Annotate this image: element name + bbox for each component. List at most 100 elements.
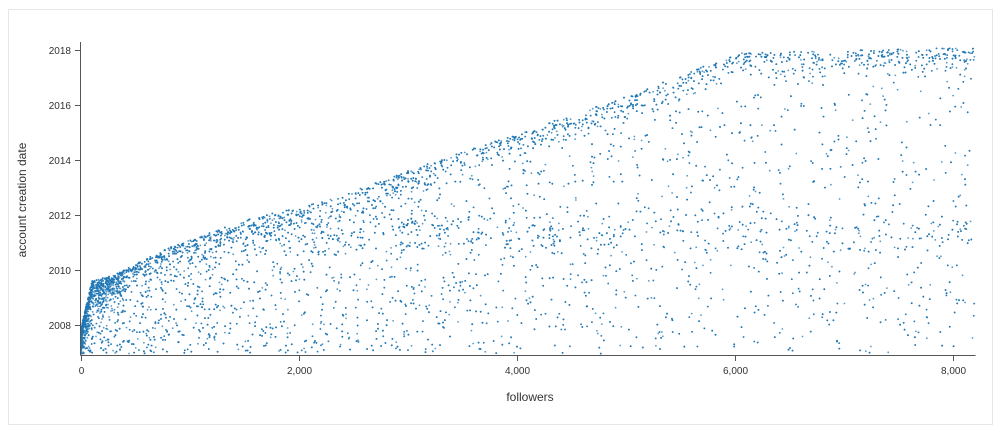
data-point bbox=[888, 53, 891, 56]
data-point bbox=[737, 60, 740, 63]
data-point bbox=[308, 210, 311, 213]
data-point bbox=[160, 263, 162, 265]
data-point bbox=[300, 219, 303, 222]
data-point bbox=[422, 190, 425, 192]
data-point bbox=[614, 306, 617, 309]
data-point bbox=[961, 274, 964, 277]
data-point bbox=[602, 274, 605, 277]
data-point bbox=[966, 58, 968, 61]
data-point bbox=[685, 93, 688, 96]
data-point bbox=[686, 174, 689, 177]
data-point bbox=[481, 160, 484, 163]
data-point bbox=[610, 254, 612, 257]
data-point bbox=[446, 159, 448, 162]
data-point bbox=[748, 195, 751, 197]
data-point bbox=[661, 195, 663, 198]
data-point bbox=[715, 82, 718, 85]
data-point bbox=[270, 222, 272, 225]
data-point bbox=[696, 70, 699, 73]
data-point bbox=[357, 339, 359, 342]
data-point bbox=[403, 333, 405, 335]
data-point bbox=[870, 263, 872, 266]
data-point bbox=[344, 252, 347, 255]
data-point bbox=[751, 140, 754, 143]
data-point bbox=[574, 196, 577, 199]
data-point bbox=[529, 251, 532, 253]
data-point bbox=[828, 219, 831, 222]
data-point bbox=[595, 236, 598, 239]
data-point bbox=[943, 47, 945, 50]
data-point bbox=[134, 347, 137, 349]
data-point bbox=[697, 297, 700, 300]
data-point bbox=[647, 280, 650, 282]
data-point bbox=[399, 229, 402, 232]
data-point bbox=[416, 222, 418, 224]
data-point bbox=[392, 192, 395, 195]
data-point bbox=[507, 320, 509, 322]
data-point bbox=[689, 130, 692, 133]
data-point bbox=[330, 199, 333, 202]
data-point bbox=[911, 181, 914, 184]
data-point bbox=[695, 246, 698, 249]
data-point bbox=[385, 250, 388, 253]
data-point bbox=[831, 265, 833, 268]
data-point bbox=[430, 164, 432, 167]
data-point bbox=[311, 323, 314, 326]
data-point bbox=[351, 193, 353, 195]
data-point bbox=[240, 307, 242, 310]
data-point bbox=[149, 308, 152, 311]
data-point bbox=[556, 251, 559, 253]
data-point bbox=[808, 317, 811, 320]
data-point bbox=[693, 261, 696, 264]
data-point bbox=[190, 310, 193, 313]
data-point bbox=[552, 238, 555, 241]
data-point bbox=[555, 130, 558, 133]
data-point bbox=[691, 131, 693, 134]
data-point bbox=[690, 312, 693, 315]
data-point bbox=[211, 273, 214, 276]
data-point bbox=[313, 232, 316, 235]
data-point bbox=[589, 109, 591, 112]
data-point bbox=[375, 278, 378, 281]
data-point bbox=[864, 283, 867, 286]
data-point bbox=[413, 201, 416, 204]
data-point bbox=[237, 348, 240, 351]
data-point bbox=[444, 242, 447, 245]
data-point bbox=[857, 232, 860, 235]
data-point bbox=[671, 192, 673, 194]
data-point bbox=[339, 343, 342, 346]
data-point bbox=[428, 304, 431, 307]
data-point bbox=[955, 66, 958, 69]
data-point bbox=[591, 170, 594, 173]
data-point bbox=[613, 101, 616, 104]
data-point bbox=[574, 138, 577, 141]
data-point bbox=[415, 181, 418, 183]
data-point bbox=[661, 335, 664, 338]
data-point bbox=[211, 251, 214, 254]
data-point bbox=[154, 261, 157, 263]
data-point bbox=[385, 180, 388, 182]
data-point bbox=[294, 235, 297, 237]
data-point bbox=[464, 291, 466, 294]
data-point bbox=[886, 72, 889, 75]
data-point bbox=[331, 277, 333, 279]
data-point bbox=[761, 124, 763, 127]
data-point bbox=[268, 215, 271, 218]
data-point bbox=[275, 308, 277, 311]
data-point bbox=[204, 278, 207, 281]
data-point bbox=[489, 143, 492, 146]
data-point bbox=[438, 224, 441, 227]
data-point bbox=[595, 239, 598, 242]
data-point bbox=[146, 308, 149, 311]
data-point bbox=[500, 140, 503, 142]
data-point bbox=[161, 283, 163, 285]
data-point bbox=[313, 247, 315, 249]
data-point bbox=[171, 327, 174, 330]
data-point bbox=[283, 216, 286, 219]
data-point bbox=[432, 172, 435, 175]
data-point bbox=[687, 79, 690, 82]
data-point bbox=[269, 336, 272, 339]
data-point bbox=[457, 301, 459, 304]
data-point bbox=[390, 266, 393, 269]
